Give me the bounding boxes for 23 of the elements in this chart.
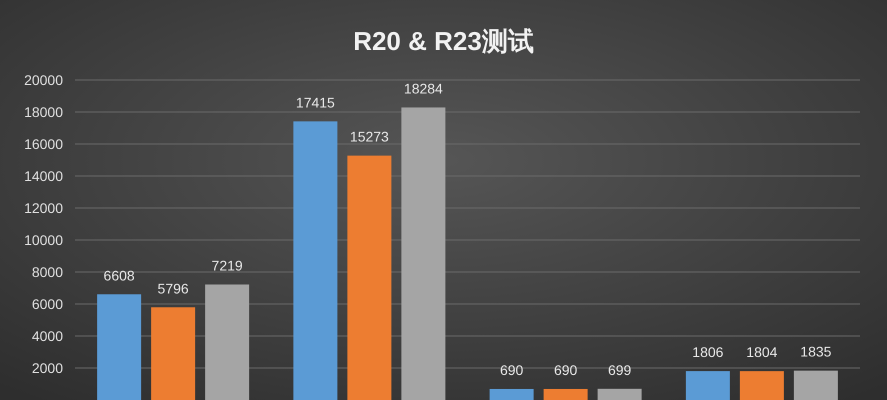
y-tick-label: 4000 — [32, 328, 64, 344]
data-label: 17415 — [296, 94, 336, 110]
data-label: 1835 — [800, 344, 832, 360]
data-label: 7219 — [212, 257, 243, 274]
data-label: 690 — [554, 362, 578, 378]
y-tick-label: 14000 — [24, 168, 64, 184]
y-tick-label: 2000 — [32, 360, 64, 376]
y-tick-label: 20000 — [24, 72, 64, 88]
data-label: 6608 — [104, 267, 135, 284]
y-tick-label: 6000 — [32, 296, 64, 312]
data-label: 18284 — [404, 80, 444, 96]
y-tick-label: 16000 — [24, 136, 64, 152]
data-label: 690 — [500, 362, 524, 378]
data-label: 1806 — [692, 344, 724, 360]
data-label: 5796 — [158, 280, 189, 296]
y-tick-label: 10000 — [24, 232, 64, 248]
y-tick-label: 12000 — [24, 200, 64, 216]
data-label: 1804 — [746, 344, 778, 360]
y-tick-label: 18000 — [24, 104, 64, 120]
data-label: 699 — [608, 362, 632, 378]
y-tick-label: 8000 — [32, 264, 64, 280]
data-label: 15273 — [350, 128, 390, 145]
chart-title: R20 & R23测试 — [353, 26, 534, 56]
